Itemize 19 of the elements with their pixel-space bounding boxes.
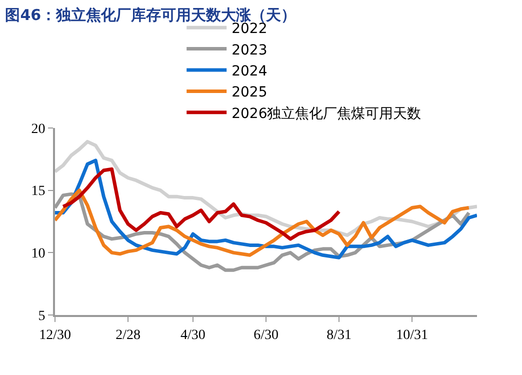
- x-tick-label: 2/28: [116, 328, 140, 343]
- y-tick-label: 10: [31, 246, 46, 262]
- line-series: [55, 158, 477, 260]
- legend-label: 2022: [232, 21, 268, 38]
- x-tick-label: 10/31: [396, 328, 428, 343]
- x-tick-label: 12/30: [39, 328, 71, 343]
- chart-title: 图46：独立焦化厂库存可用天数大涨（天）: [5, 6, 296, 24]
- y-tick-label: 15: [31, 184, 46, 200]
- legend-label: 2024: [232, 63, 268, 80]
- legend-label: 2023: [232, 42, 268, 58]
- legend-label: 2025: [232, 84, 268, 101]
- y-tick-label: 5: [38, 308, 46, 324]
- x-tick-label: 8/31: [326, 328, 352, 343]
- line-series: [55, 188, 471, 257]
- line-series: [61, 167, 341, 241]
- legend-label: 2026独立焦化厂焦煤可用天数: [232, 106, 422, 122]
- y-tick-label: 20: [31, 122, 46, 137]
- x-tick-label: 6/30: [254, 328, 278, 343]
- x-tick-label: 4/30: [180, 328, 206, 343]
